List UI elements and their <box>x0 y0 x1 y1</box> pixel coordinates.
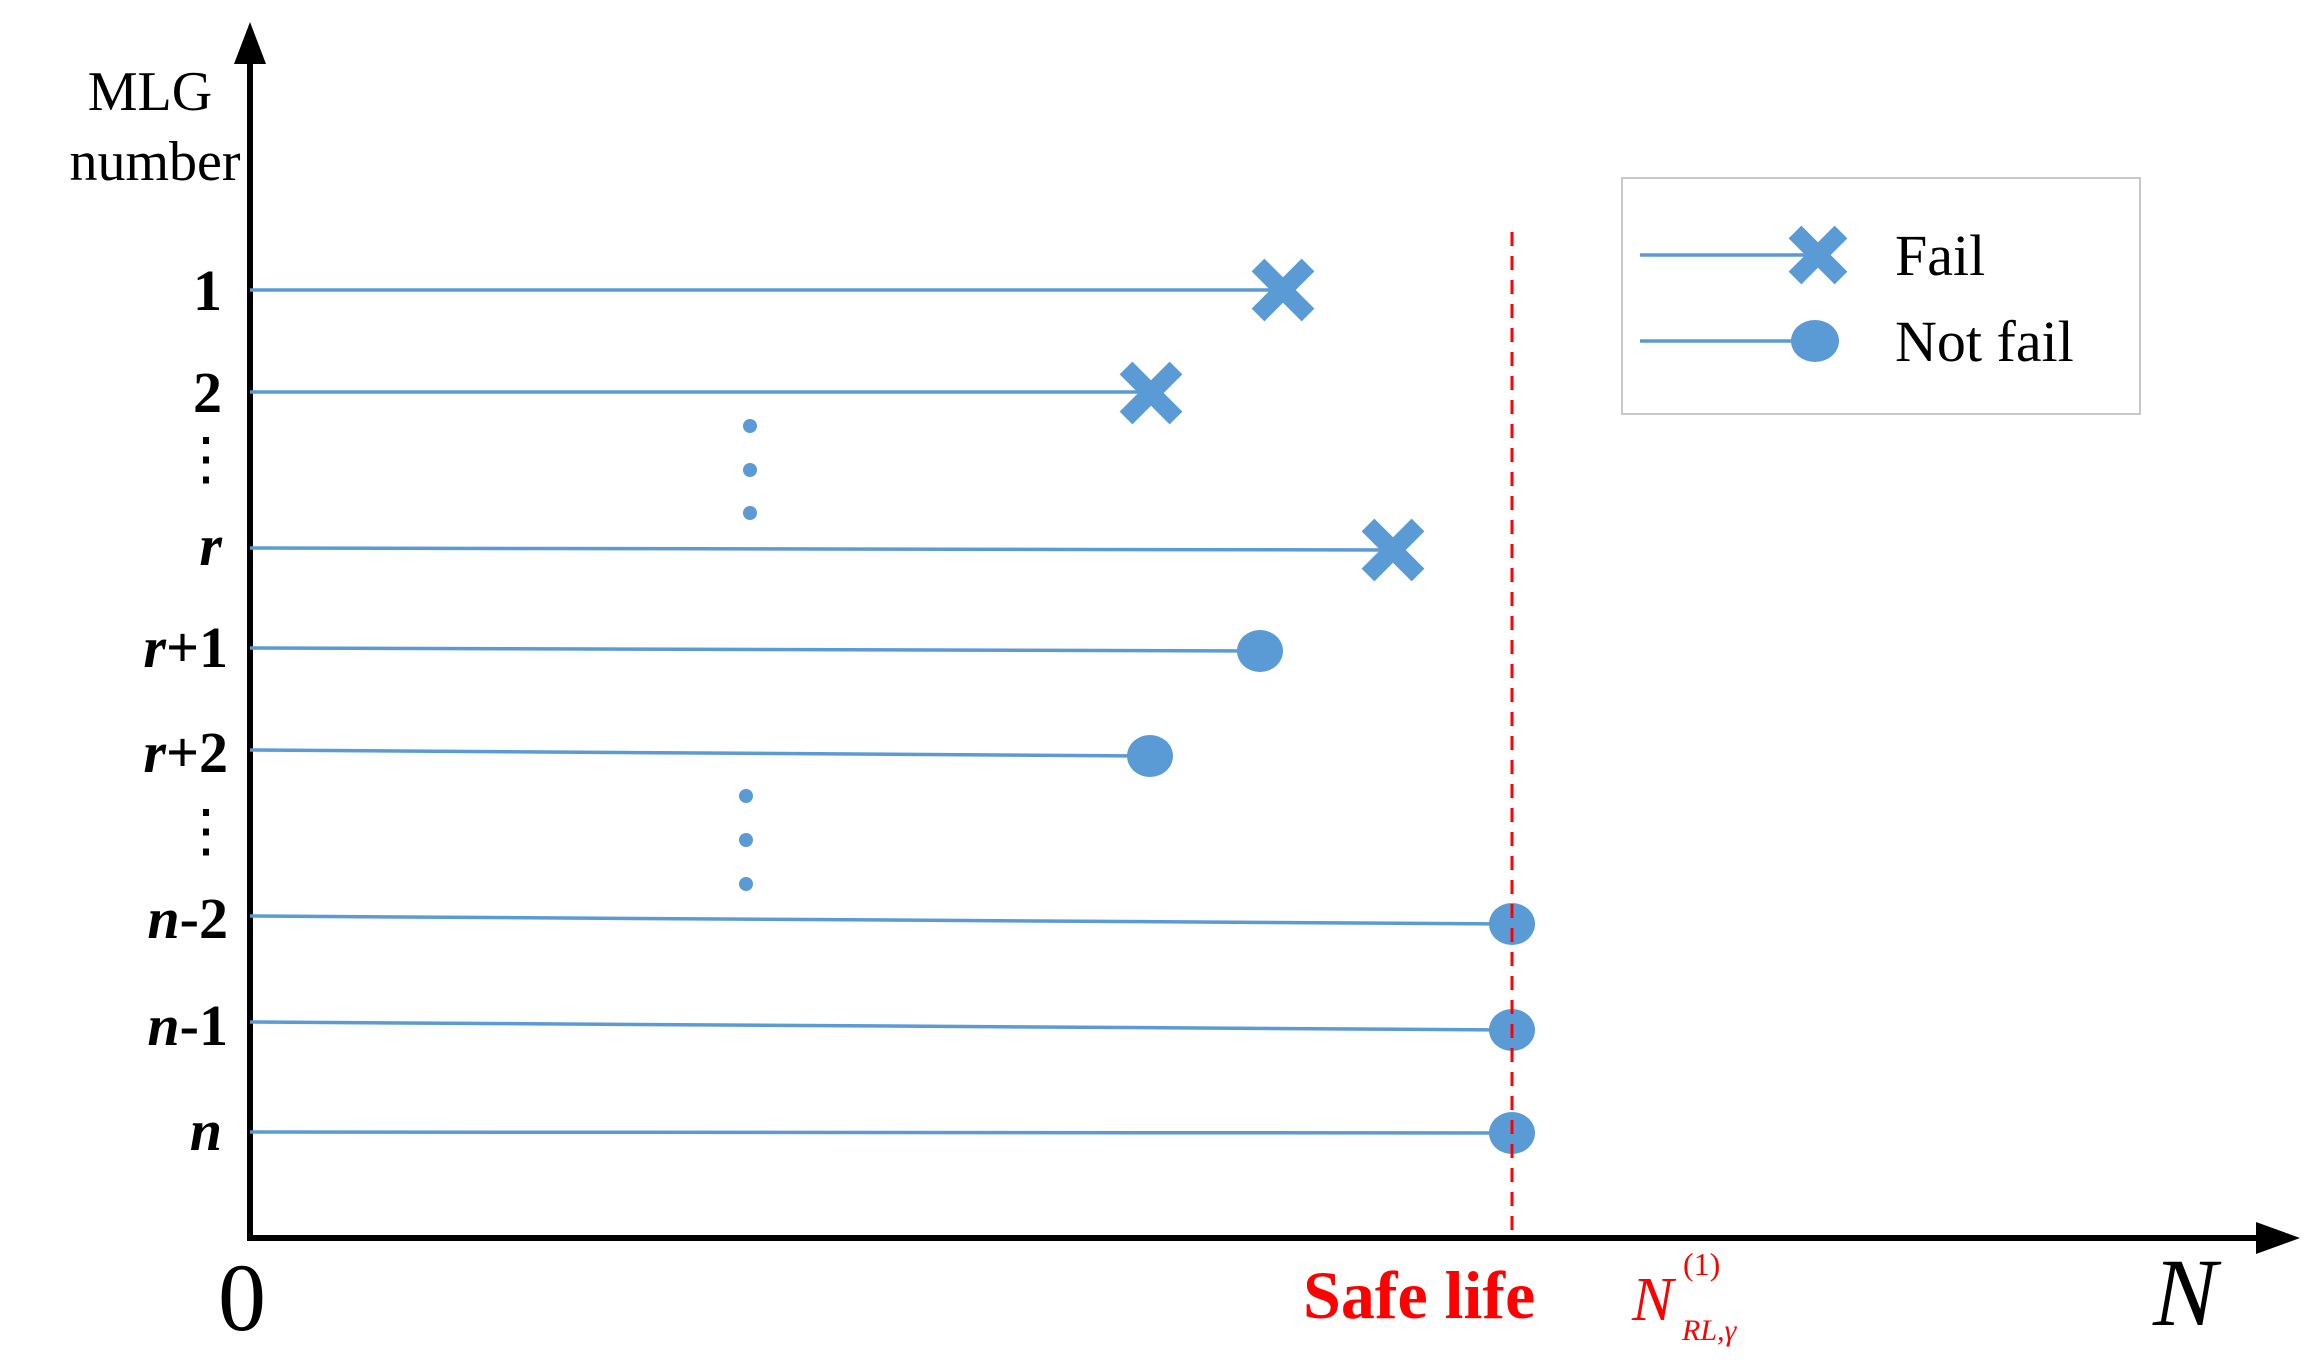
row-line-r <box>249 546 1394 552</box>
row-label-ellipsis-upper: ⋮ <box>177 426 235 491</box>
row-line-n-minus-1 <box>249 1020 1513 1032</box>
row-line-n-minus-2 <box>249 914 1513 926</box>
safe-life-symbol: N <box>1631 1266 1677 1334</box>
safe-life-label: Safe life <box>1303 1257 1535 1333</box>
row-label-r: r <box>199 513 222 578</box>
row-label-n-minus-2: n-2 <box>147 886 228 951</box>
y-axis-arrowhead <box>234 22 266 64</box>
row-label-2: 2 <box>193 360 222 425</box>
ellipsis-dots-lower <box>739 789 753 891</box>
row-label-r-plus-2: r+2 <box>143 720 228 785</box>
legend-not-fail-label: Not fail <box>1895 309 2074 374</box>
not-fail-marker-row-r-plus-1 <box>1237 630 1283 672</box>
origin-label: 0 <box>218 1244 266 1351</box>
safe-life-superscript: (1) <box>1683 1246 1720 1282</box>
x-axis-label: N <box>2152 1239 2222 1346</box>
legend-box <box>1621 177 2141 415</box>
row-label-n-minus-1: n-1 <box>147 993 228 1058</box>
row-label-r-plus-1: r+1 <box>143 615 228 680</box>
row-line-r-plus-2 <box>249 748 1151 758</box>
not-fail-marker-row-r-plus-2 <box>1127 735 1173 777</box>
fail-marker-row-r <box>1361 518 1425 582</box>
x-axis-arrowhead <box>2256 1222 2300 1254</box>
row-label-ellipsis-lower: ⋮ <box>177 798 235 863</box>
row-label-n: n <box>190 1098 222 1163</box>
not-fail-marker-row-n-minus-2 <box>1489 903 1535 945</box>
row-label-1: 1 <box>193 258 222 323</box>
ellipsis-dots-upper <box>743 419 757 520</box>
row-line-n <box>249 1130 1513 1135</box>
y-axis-title-line1: MLG <box>88 61 212 123</box>
legend-not-fail-icon <box>1791 320 1839 362</box>
y-axis-title-line2: number <box>69 131 240 193</box>
fail-marker-row-2 <box>1119 361 1183 425</box>
legend: Fail Not fail <box>1621 177 2141 415</box>
fail-marker-row-1 <box>1251 258 1315 322</box>
legend-fail-label: Fail <box>1895 223 1985 288</box>
safe-life-subscript: RL,γ <box>1681 1314 1738 1347</box>
legend-fail-icon <box>1788 225 1848 285</box>
row-line-r-plus-1 <box>249 646 1261 653</box>
